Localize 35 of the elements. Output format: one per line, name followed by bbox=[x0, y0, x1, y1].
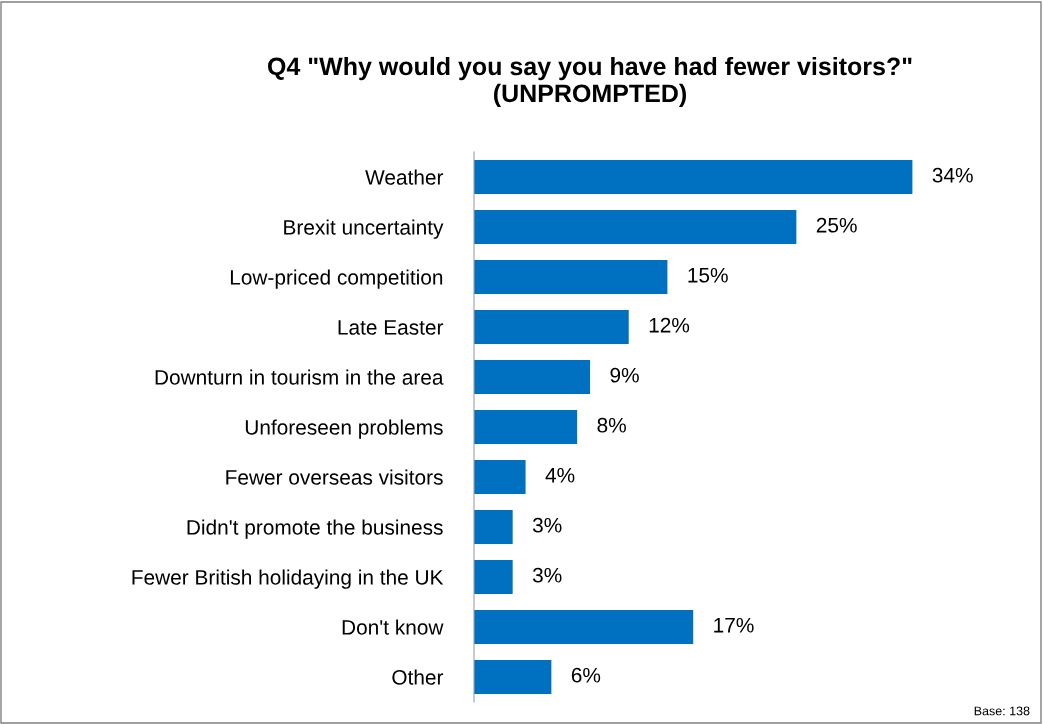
data-label: 15% bbox=[688, 267, 728, 283]
bar bbox=[474, 160, 913, 194]
y-tick-label: Unforeseen problems bbox=[245, 419, 443, 439]
bar bbox=[474, 560, 513, 594]
bar bbox=[474, 360, 591, 394]
chart-title: Q4 "Why would you say you have had fewer visitors?" (UNPROMPTED) bbox=[268, 56, 912, 108]
y-tick-label: Weather bbox=[365, 169, 444, 185]
data-label: 3% bbox=[532, 567, 562, 583]
data-label: 25% bbox=[816, 217, 857, 233]
y-tick-label: Don't know bbox=[342, 619, 444, 635]
bar bbox=[474, 510, 513, 544]
data-label: 12% bbox=[649, 317, 690, 333]
bar bbox=[474, 610, 694, 644]
y-tick-label: Didn't promote the business bbox=[187, 519, 443, 539]
bar bbox=[474, 660, 552, 694]
bar bbox=[474, 260, 668, 294]
y-tick-label: Brexit uncertainty bbox=[284, 219, 444, 239]
data-label: 17% bbox=[714, 617, 754, 633]
y-tick-label: Low-priced competition bbox=[230, 269, 443, 289]
bar bbox=[474, 410, 578, 444]
data-label: 34% bbox=[932, 167, 973, 183]
data-label: 8% bbox=[597, 417, 626, 433]
y-tick-label: Fewer overseas visitors bbox=[226, 469, 443, 485]
y-tick-label: Fewer British holidaying in the UK bbox=[132, 569, 444, 589]
data-label: 6% bbox=[571, 667, 601, 683]
text: Base: 138 bbox=[974, 706, 1030, 716]
data-label: 3% bbox=[532, 517, 562, 533]
y-tick-label: Late Easter bbox=[338, 320, 444, 335]
y-tick-label: Downturn in tourism in the area bbox=[155, 369, 444, 385]
data-label: 4% bbox=[545, 467, 575, 483]
bar bbox=[474, 210, 797, 244]
data-label: 9% bbox=[610, 367, 639, 383]
bar bbox=[474, 310, 629, 344]
y-tick-label: Other bbox=[392, 669, 444, 685]
bar bbox=[474, 460, 526, 494]
